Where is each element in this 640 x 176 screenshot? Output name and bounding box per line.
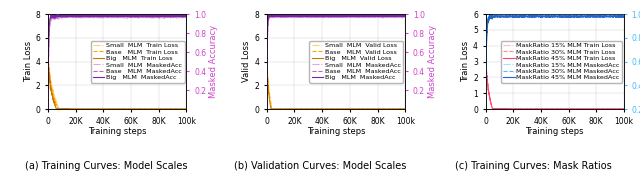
- Text: (c) Training Curves: Mask Ratios: (c) Training Curves: Mask Ratios: [455, 161, 612, 171]
- Y-axis label: Train Loss: Train Loss: [24, 41, 33, 82]
- Y-axis label: Train Loss: Train Loss: [461, 41, 470, 82]
- Text: (a) Training Curves: Model Scales: (a) Training Curves: Model Scales: [26, 161, 188, 171]
- Legend: Small  MLM  Valid Loss, Base   MLM  Valid Loss, Big   MLM  Valid Loss, Small  ML: Small MLM Valid Loss, Base MLM Valid Los…: [309, 40, 403, 83]
- Legend: Small  MLM  Train Loss, Base   MLM  Train Loss, Big   MLM  Train Loss, Small  ML: Small MLM Train Loss, Base MLM Train Los…: [91, 40, 184, 83]
- X-axis label: Training steps: Training steps: [88, 127, 147, 136]
- X-axis label: Training steps: Training steps: [525, 127, 584, 136]
- Legend: MaskRatio 15% MLM Train Loss, MaskRatio 30% MLM Train Loss, MaskRatio 45% MLM Tr: MaskRatio 15% MLM Train Loss, MaskRatio …: [501, 40, 622, 83]
- Y-axis label: Masked Accuracy: Masked Accuracy: [428, 25, 436, 98]
- Y-axis label: Masked Accuracy: Masked Accuracy: [209, 25, 218, 98]
- X-axis label: Training steps: Training steps: [307, 127, 365, 136]
- Text: (b) Validation Curves: Model Scales: (b) Validation Curves: Model Scales: [234, 161, 406, 171]
- Y-axis label: Valid Loss: Valid Loss: [243, 41, 252, 82]
